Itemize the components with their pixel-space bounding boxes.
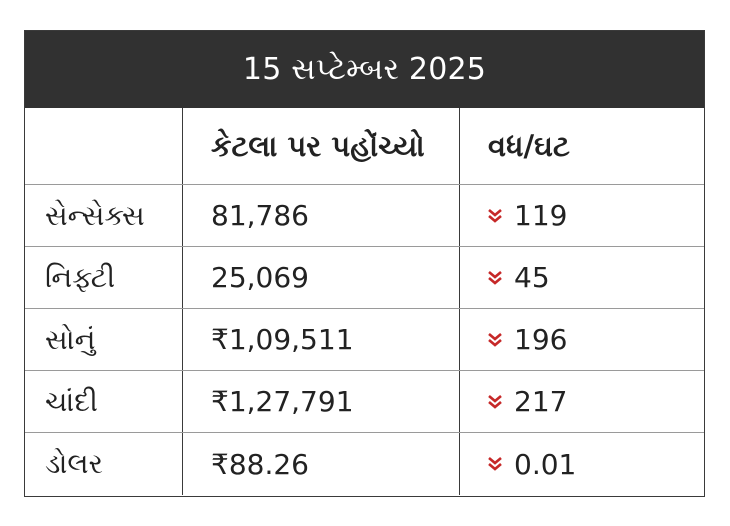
row-label: સેન્સેક્સ — [25, 185, 183, 246]
double-chevron-down-icon — [488, 456, 502, 472]
double-chevron-down-icon — [488, 208, 502, 224]
market-summary-table: 15 સપ્ટેમ્બર 2025 કેટલા પર પહોંચ્યો વધ/ઘ… — [24, 30, 705, 497]
row-change-cell: 217 — [460, 371, 704, 432]
table-row: ડોલર ₹88.26 0.01 — [25, 433, 704, 495]
row-value: 81,786 — [183, 185, 460, 246]
row-change: 119 — [514, 199, 568, 232]
row-value: ₹1,09,511 — [183, 309, 460, 370]
table-row: સેન્સેક્સ 81,786 119 — [25, 185, 704, 247]
row-change-cell: 119 — [460, 185, 704, 246]
row-change: 45 — [514, 261, 550, 294]
row-value: ₹88.26 — [183, 433, 460, 495]
row-value: ₹1,27,791 — [183, 371, 460, 432]
row-change-cell: 45 — [460, 247, 704, 308]
row-change: 196 — [514, 323, 568, 356]
table-row: સોનું ₹1,09,511 196 — [25, 309, 704, 371]
row-label: નિફ્ટી — [25, 247, 183, 308]
table-row: નિફ્ટી 25,069 45 — [25, 247, 704, 309]
row-change: 0.01 — [514, 447, 577, 481]
row-change: 217 — [514, 385, 568, 418]
row-value: 25,069 — [183, 247, 460, 308]
table-title: 15 સપ્ટેમ્બર 2025 — [25, 31, 704, 108]
table-body: કેટલા પર પહોંચ્યો વધ/ઘટ સેન્સેક્સ 81,786… — [25, 108, 704, 495]
header-cell-change: વધ/ઘટ — [488, 128, 570, 163]
double-chevron-down-icon — [488, 332, 502, 348]
table-row: ચાંદી ₹1,27,791 217 — [25, 371, 704, 433]
header-cell-value: કેટલા પર પહોંચ્યો — [183, 108, 460, 184]
double-chevron-down-icon — [488, 270, 502, 286]
header-cell-name — [25, 108, 183, 184]
row-label: ડોલર — [25, 433, 183, 495]
row-label: ચાંદી — [25, 371, 183, 432]
header-row: કેટલા પર પહોંચ્યો વધ/ઘટ — [25, 108, 704, 185]
row-change-cell: 0.01 — [460, 433, 704, 495]
row-label: સોનું — [25, 309, 183, 370]
row-change-cell: 196 — [460, 309, 704, 370]
double-chevron-down-icon — [488, 394, 502, 410]
